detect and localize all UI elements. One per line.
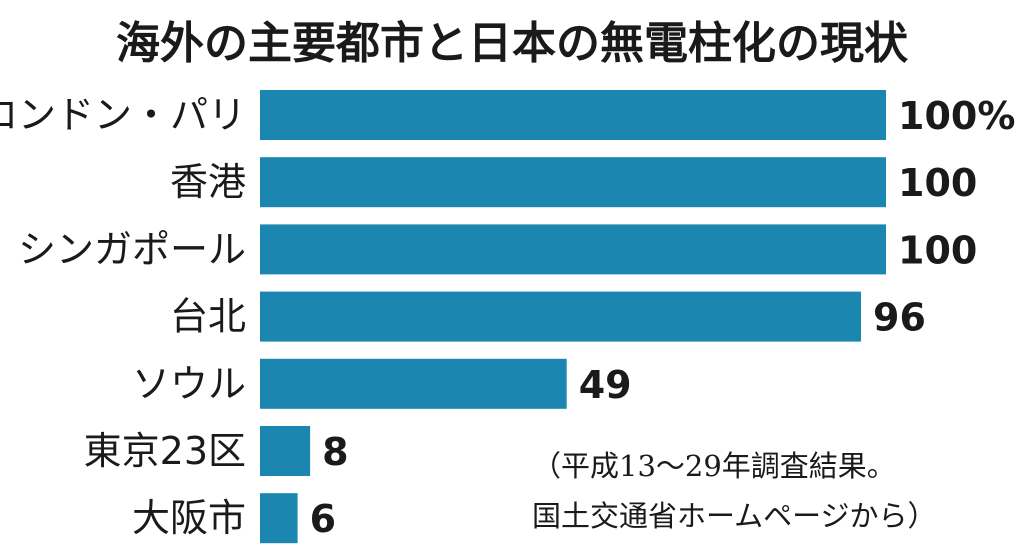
plot-area: ロンドン・パリ 100% 香港 100 シンガポール 100 台北 96 ソウル 49 東京23区 8… xyxy=(0,90,1015,544)
category-label-4: ソウル xyxy=(132,362,246,406)
value-label-2: 100 xyxy=(898,228,977,272)
category-label-5: 東京23区 xyxy=(84,429,246,473)
bar-3 xyxy=(260,291,861,342)
source-note-line-1: （平成13～29年調査結果。 xyxy=(532,449,896,483)
chart-title: 海外の主要都市と日本の無電柱化の現状 xyxy=(116,18,909,69)
value-label-3: 96 xyxy=(873,296,926,340)
bar-1 xyxy=(260,157,886,208)
category-label-1: 香港 xyxy=(170,160,246,204)
category-label-6: 大阪市 xyxy=(132,496,246,540)
category-label-2: シンガポール xyxy=(18,227,246,271)
bar-4 xyxy=(260,358,567,409)
category-label-0: ロンドン・パリ xyxy=(0,93,246,137)
value-label-1: 100 xyxy=(898,161,977,205)
bar-2 xyxy=(260,224,886,275)
value-label-0: 100% xyxy=(898,94,1015,138)
category-label-3: 台北 xyxy=(170,295,246,339)
value-label-4: 49 xyxy=(579,363,632,407)
bar-5 xyxy=(260,426,311,476)
value-label-5: 8 xyxy=(322,430,348,474)
bar-6 xyxy=(260,493,298,544)
value-label-6: 6 xyxy=(310,497,336,541)
source-note: （平成13～29年調査結果。 国土交通省ホームページから） xyxy=(532,449,937,533)
bar-0 xyxy=(260,90,886,140)
source-note-line-2: 国土交通省ホームページから） xyxy=(532,499,937,533)
